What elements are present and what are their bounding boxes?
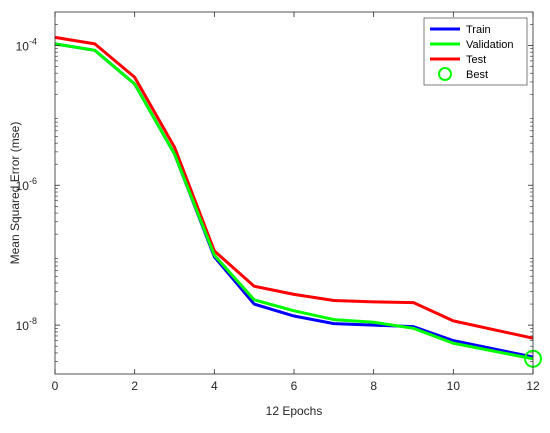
legend: Train Validation Test Best xyxy=(423,17,528,86)
y-tick-exponent: -8 xyxy=(29,316,37,326)
x-tick-label: 10 xyxy=(447,379,461,393)
x-tick-label: 2 xyxy=(131,379,138,393)
y-axis-ticks: 10-810-610-4 xyxy=(16,24,533,362)
y-tick-base: 10 xyxy=(16,319,30,333)
legend-label-validation: Validation xyxy=(466,39,514,51)
legend-label-best: Best xyxy=(466,69,488,81)
y-tick-base: 10 xyxy=(16,39,30,53)
y-tick-exponent: -6 xyxy=(29,176,37,186)
series-line-test xyxy=(54,35,534,340)
x-tick-label: 0 xyxy=(52,379,59,393)
y-axis-label: Mean Squared Error (mse) xyxy=(8,122,22,265)
plot-frame xyxy=(54,11,534,375)
legend-label-test: Test xyxy=(466,54,486,66)
legend-swatch-best xyxy=(438,67,452,81)
x-axis-label: 12 Epochs xyxy=(266,404,323,418)
series-line-validation xyxy=(54,42,534,361)
y-tick-exponent: -4 xyxy=(29,36,37,46)
y-tick-label: 10-4 xyxy=(16,36,37,53)
y-tick-base: 10 xyxy=(16,179,30,193)
x-tick-label: 8 xyxy=(370,379,377,393)
series-group xyxy=(54,35,542,368)
x-tick-label: 6 xyxy=(291,379,298,393)
legend-label-train: Train xyxy=(466,24,491,36)
y-tick-label: 10-6 xyxy=(16,176,37,193)
x-tick-label: 4 xyxy=(211,379,218,393)
x-tick-label: 12 xyxy=(526,379,540,393)
y-tick-label: 10-8 xyxy=(16,316,37,333)
